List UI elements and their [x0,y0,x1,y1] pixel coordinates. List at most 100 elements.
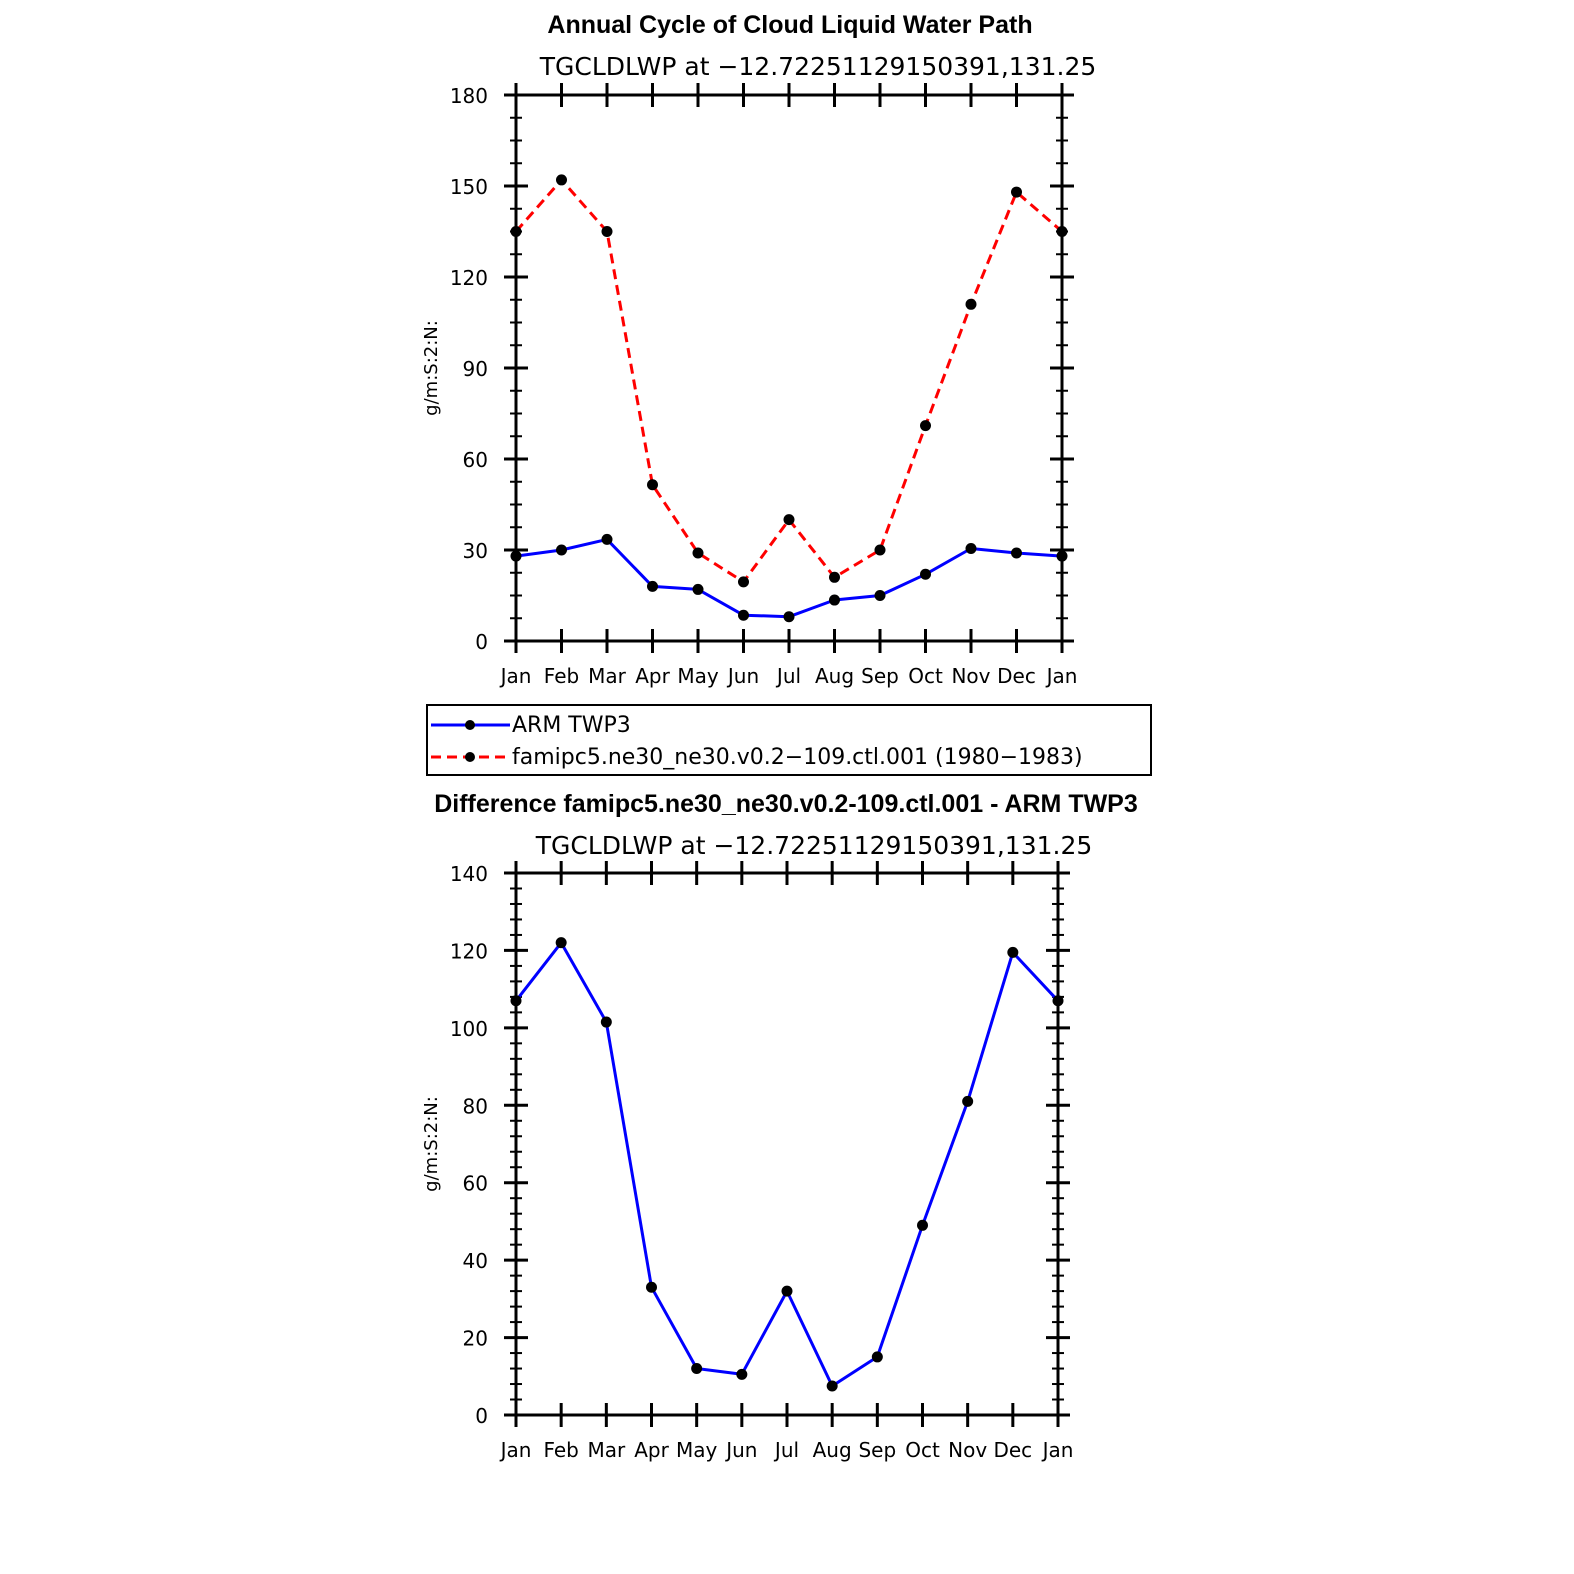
series-0-point [874,590,886,601]
series-0-point [1052,995,1064,1007]
series-1-point [874,544,886,556]
x-tick-label: Dec [993,1438,1032,1462]
x-tick-label: Apr [635,664,670,688]
y-tick-label: 40 [463,1249,488,1273]
x-tick-label: Jan [499,1438,532,1462]
series-line-0 [515,537,1063,619]
series-0-point [965,542,977,554]
x-tick-label: Oct [905,1438,940,1462]
chart-2-ticks: Jan Feb Mar Apr May Jun Jul Aug Sep Oct Nov Dec Jan 0… [450,861,1074,1462]
y-tick-label: 60 [463,448,488,472]
series-0-point [510,995,522,1007]
legend: ARM TWP3 famipc5.ne30_ne30.v0.2−109.ctl.… [426,704,1152,776]
x-tick-label: Nov [951,664,990,688]
series-1-point [920,420,931,432]
x-tick-label: Aug [813,1438,852,1462]
y-tick-label: 90 [463,357,488,381]
x-tick-label: Apr [634,1438,669,1462]
series-0-point [781,1285,793,1297]
chart-1-series [510,174,1068,623]
chart-difference: Difference famipc5.ne30_ne30.v0.2-109.ct… [421,790,1138,1462]
series-0-point [601,533,613,545]
x-tick-label: Mar [588,664,627,688]
x-tick-label: Dec [997,664,1036,688]
x-tick-label: Oct [908,664,943,688]
x-tick-label: Jan [499,664,532,688]
y-tick-label: 140 [450,862,488,886]
series-0-point [920,568,931,580]
legend-label-arm: ARM TWP3 [512,713,631,738]
series-0-point [783,611,795,623]
chart-2-subtitle: TGCLDLWP at −12.72251129150391,131.25 [535,831,1093,860]
x-tick-label: Mar [587,1438,626,1462]
y-tick-label: 180 [450,84,488,108]
series-1-point [829,571,840,583]
legend-label-model: famipc5.ne30_ne30.v0.2−109.ctl.001 (1980… [512,745,1083,770]
chart-2-title: Difference famipc5.ne30_ne30.v0.2-109.ct… [434,790,1138,818]
series-0-point [691,1363,703,1375]
y-tick-label: 60 [463,1172,488,1196]
chart-1-ticks: Jan Feb Mar Apr May Jun Jul Aug Sep Oct Nov Dec Jan 0… [450,83,1078,688]
x-tick-label: Feb [544,664,579,688]
y-tick-label: 120 [450,266,488,290]
series-0-point [555,937,567,949]
x-tick-label: Jul [775,664,801,688]
x-tick-label: Jan [1041,1438,1074,1462]
series-1-point [510,226,522,237]
series-1-point [1056,226,1068,237]
series-0-point [738,609,749,621]
series-1-point [783,514,795,526]
x-tick-label: Aug [815,664,854,688]
chart-1-plot-frame [514,93,1064,643]
x-tick-label: Sep [861,664,899,688]
y-tick-label: 0 [475,630,488,654]
series-0-point [917,1219,928,1231]
x-tick-label: Nov [948,1438,987,1462]
series-0-point [600,1016,612,1028]
y-tick-label: 0 [475,1404,488,1428]
series-0-point [646,1281,657,1293]
series-0-point [1056,550,1068,562]
series-0-point [647,580,658,592]
legend-marker-model [465,752,475,762]
series-0-point [826,1380,838,1392]
x-tick-label: Sep [858,1438,896,1462]
series-0-point [962,1095,974,1107]
series-line-0 [514,941,1060,1388]
series-1-point [647,479,658,491]
x-tick-label: Feb [543,1438,578,1462]
x-tick-label: May [676,1438,718,1462]
x-tick-label: Jan [1045,664,1078,688]
chart-2-y-axis-label: g/m:S:2:N: [421,1096,442,1192]
series-1-point [692,547,704,559]
legend-box [426,704,1152,776]
chart-2-plot-frame [514,871,1060,1417]
series-0-point [556,544,567,556]
chart-2-series [510,937,1064,1392]
chart-annual-cycle: Annual Cycle of Cloud Liquid Water Path … [421,11,1096,688]
series-0-point [1007,946,1019,958]
series-1-point [1011,186,1022,198]
x-tick-label: Jun [724,1438,757,1462]
series-0-point [871,1351,883,1363]
series-1-point [601,226,613,237]
y-tick-label: 80 [463,1094,488,1118]
series-0-point [1011,547,1022,559]
y-tick-label: 150 [450,175,488,199]
y-tick-label: 120 [450,939,488,963]
series-1-point [556,174,567,186]
y-tick-label: 20 [463,1327,488,1351]
series-0-point [829,594,840,606]
series-0-point [692,583,704,595]
series-0-point [736,1368,748,1380]
x-tick-label: May [677,664,719,688]
series-0-point [510,550,522,562]
chart-1-subtitle: TGCLDLWP at −12.72251129150391,131.25 [539,52,1097,81]
chart-1-title: Annual Cycle of Cloud Liquid Water Path [547,11,1032,39]
x-tick-label: Jul [773,1438,799,1462]
legend-marker-arm [465,720,475,730]
y-tick-label: 30 [463,539,488,563]
series-1-point [965,298,977,310]
chart-1-y-axis-label: g/m:S:2:N: [421,320,442,416]
